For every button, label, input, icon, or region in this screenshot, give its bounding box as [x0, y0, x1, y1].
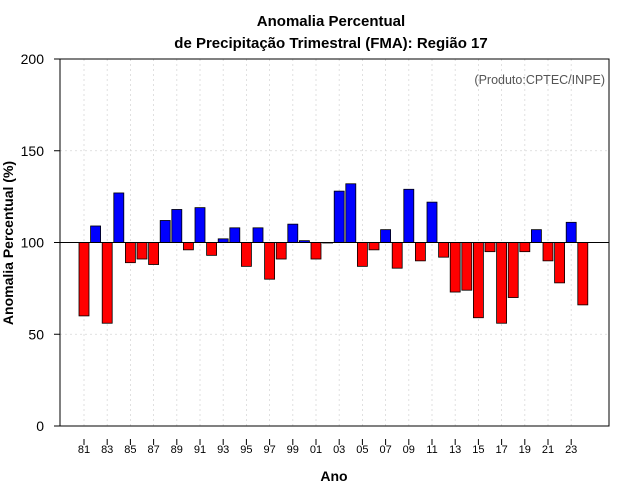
y-axis: 0 50 100 150 200: [21, 51, 60, 434]
grid-lines: [60, 59, 609, 426]
bar-92: [206, 242, 218, 256]
bar-93: [217, 238, 229, 243]
bar-01: [310, 242, 322, 260]
bar-08: [391, 242, 403, 269]
bar-16: [484, 242, 496, 253]
bar-14: [461, 242, 473, 291]
x-tick-label: 81: [78, 444, 90, 456]
x-tick-label: 23: [565, 444, 577, 456]
bar-07: [380, 229, 392, 243]
y-tick-label: 150: [21, 143, 45, 159]
x-tick-label: 21: [542, 444, 554, 456]
bar-96: [252, 227, 264, 243]
bar-84: [113, 192, 125, 243]
bar-89: [171, 209, 183, 243]
x-tick-label: 11: [426, 444, 437, 456]
x-tick-label: 01: [310, 444, 322, 456]
bar-09: [403, 188, 415, 243]
bar-15: [472, 242, 484, 319]
y-axis-label: Anomalia Percentual (%): [0, 161, 16, 325]
bar-97: [264, 242, 276, 280]
bar-13: [449, 242, 461, 293]
y-tick-label: 200: [21, 51, 45, 67]
bar-18: [507, 242, 519, 298]
bar-20: [531, 229, 542, 243]
x-tick-label: 95: [240, 444, 252, 456]
x-tick-label: 03: [333, 444, 345, 456]
bar-86: [136, 242, 148, 260]
bar-83: [101, 242, 113, 324]
bar-04: [345, 183, 357, 243]
x-tick-label: 99: [287, 444, 299, 456]
x-tick-label: 83: [101, 444, 113, 456]
bar-22: [554, 242, 565, 284]
y-tick-label: 100: [21, 235, 45, 251]
bar-82: [90, 225, 101, 243]
bar-88: [159, 220, 171, 243]
bar-98: [275, 242, 287, 260]
bar-87: [148, 242, 160, 265]
bar-05: [356, 242, 368, 267]
bar-99: [287, 223, 299, 243]
x-tick-label: 91: [194, 444, 206, 456]
bar-85: [125, 242, 136, 264]
y-tick-label: 0: [36, 418, 44, 434]
bar-17: [496, 242, 508, 324]
x-tick-label: 97: [263, 444, 275, 456]
bars-group: [78, 183, 589, 324]
bar-06: [368, 242, 380, 251]
bar-12: [438, 242, 450, 258]
bar-90: [182, 242, 194, 251]
bar-95: [240, 242, 252, 267]
chart-title-line2: de Precipitação Trimestral (FMA): Região…: [174, 35, 487, 52]
x-tick-label: 05: [356, 444, 368, 456]
x-tick-label: 85: [124, 444, 136, 456]
x-axis: 81 83 85 87 89 91 93 95 97 99 01 03 05 07 09 11 13 15 17 19…: [78, 439, 577, 456]
y-tick-label: 50: [28, 326, 44, 342]
bar-19: [519, 242, 531, 253]
x-tick-label: 89: [171, 444, 183, 456]
x-axis-label: Ano: [320, 468, 347, 484]
bar-91: [194, 207, 206, 243]
chart-title-line1: Anomalia Percentual: [257, 13, 405, 30]
x-tick-label: 07: [379, 444, 391, 456]
bar-81: [78, 242, 90, 317]
x-tick-label: 15: [472, 444, 484, 456]
bar-03: [333, 190, 345, 243]
x-tick-label: 87: [147, 444, 159, 456]
bar-21: [542, 242, 554, 262]
bar-94: [229, 227, 241, 243]
x-tick-label: 13: [449, 444, 461, 456]
x-tick-label: 17: [495, 444, 507, 456]
bar-11: [426, 201, 438, 243]
bar-23: [565, 221, 577, 243]
x-tick-label: 93: [217, 444, 229, 456]
x-tick-label: 19: [519, 444, 531, 456]
x-tick-label: 09: [403, 444, 415, 456]
bar-10: [414, 242, 426, 262]
credit-text: (Produto:CPTEC/INPE): [474, 73, 605, 87]
bar-24: [577, 242, 589, 306]
